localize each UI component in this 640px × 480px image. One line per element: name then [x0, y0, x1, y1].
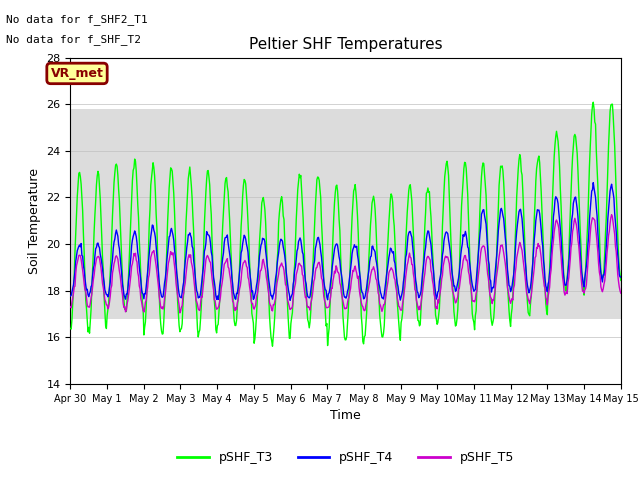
Y-axis label: Soil Temperature: Soil Temperature [28, 168, 41, 274]
X-axis label: Time: Time [330, 409, 361, 422]
Legend: pSHF_T3, pSHF_T4, pSHF_T5: pSHF_T3, pSHF_T4, pSHF_T5 [172, 446, 519, 469]
Text: No data for f_SHF_T2: No data for f_SHF_T2 [6, 34, 141, 45]
Text: VR_met: VR_met [51, 67, 104, 80]
Title: Peltier SHF Temperatures: Peltier SHF Temperatures [249, 37, 442, 52]
Bar [70, 109, 621, 319]
Text: No data for f_SHF2_T1: No data for f_SHF2_T1 [6, 14, 148, 25]
